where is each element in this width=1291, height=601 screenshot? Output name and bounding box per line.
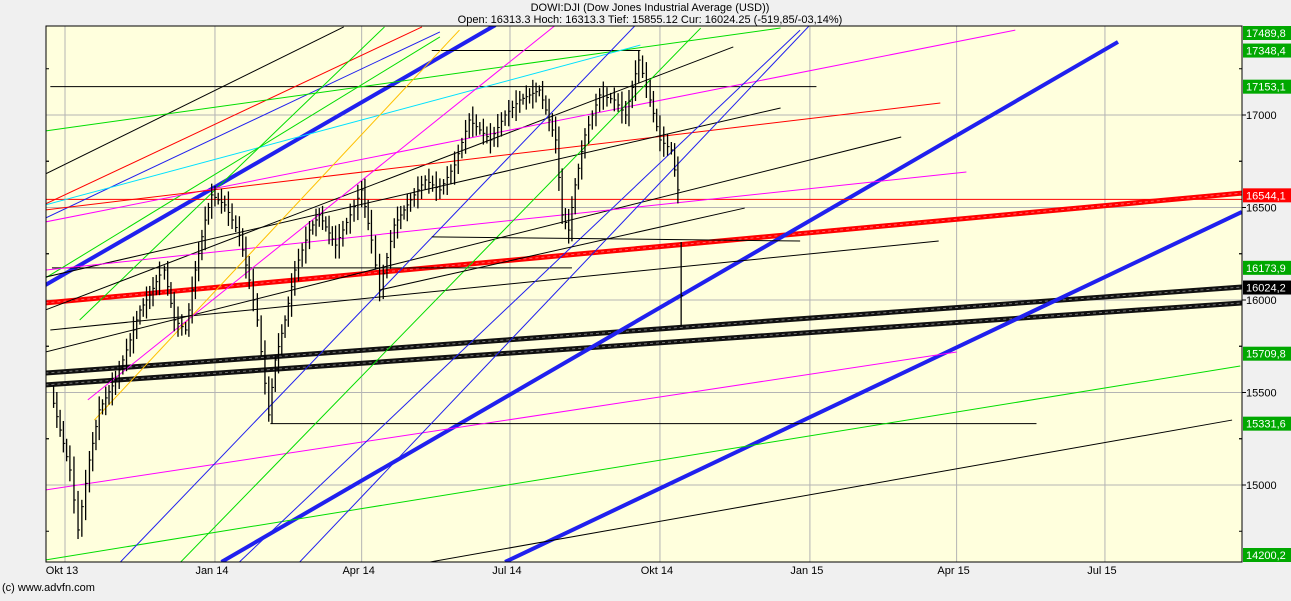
trend-line [379, 207, 745, 291]
copyright[interactable]: (c) www.advfn.com [2, 582, 95, 594]
trend-line-highlight [46, 192, 1242, 304]
price-badge-label: 14200,2 [1246, 550, 1286, 562]
trend-line [504, 210, 1242, 562]
price-badge [1243, 548, 1291, 562]
price-badge [1243, 280, 1291, 295]
plot-frame [45, 25, 1243, 563]
price-badge [1243, 346, 1291, 361]
y-tick-label: 17000 [1246, 110, 1277, 122]
trend-line [50, 240, 939, 331]
chart-title: DOWI:DJI (Dow Jones Industrial Average (… [530, 2, 770, 14]
x-tick-label: Jul 14 [492, 565, 521, 577]
price-badge [1243, 416, 1291, 431]
price-badge [1243, 26, 1291, 40]
trend-line [46, 36, 441, 279]
x-tick-label: Jan 15 [790, 565, 823, 577]
price-badge-label: 15331,6 [1246, 419, 1286, 431]
trend-line [87, 26, 556, 401]
price-badge-label: 16173,9 [1246, 263, 1286, 275]
trend-line [46, 29, 1016, 223]
trend-line [299, 26, 810, 562]
trend-line [46, 26, 344, 175]
price-badge-label: 17489,8 [1246, 28, 1286, 40]
trend-line [79, 26, 385, 321]
y-tick-label: 16000 [1246, 295, 1277, 307]
price-badge-label: 15709,8 [1246, 349, 1286, 361]
trend-line-highlight [46, 286, 1242, 374]
trend-line [180, 27, 702, 562]
plot-area [46, 26, 1242, 562]
trend-line [220, 40, 1119, 562]
trend-line [46, 102, 941, 211]
price-badge [1243, 260, 1291, 275]
trend-line [46, 26, 497, 287]
price-badge-label: 16544,1 [1246, 190, 1286, 202]
trend-line [239, 29, 801, 562]
y-tick-label: 15000 [1246, 480, 1277, 492]
y-tick-label: 16500 [1246, 203, 1277, 215]
trend-line [120, 26, 636, 562]
y-tick-label: 15500 [1246, 388, 1277, 400]
price-badge-label: 17348,4 [1246, 46, 1286, 58]
trend-line [46, 44, 641, 206]
x-tick-label: Okt 13 [46, 565, 78, 577]
x-tick-label: Apr 14 [342, 565, 374, 577]
quote-line: Open: 16313.3 Hoch: 16313.3 Tief: 15855.… [457, 14, 843, 26]
trend-line [46, 26, 423, 205]
trend-line [46, 365, 1241, 561]
trend-line [46, 107, 781, 278]
trend-line [430, 419, 1233, 562]
x-tick-label: Apr 15 [937, 565, 969, 577]
trend-line [46, 351, 957, 491]
trend-line [431, 236, 801, 242]
trend-line [93, 29, 460, 421]
price-badge-label: 17153,1 [1246, 82, 1286, 94]
price-badge [1243, 188, 1291, 203]
price-badge [1243, 79, 1291, 94]
price-badge [1243, 43, 1291, 58]
x-tick-label: Jan 14 [195, 565, 228, 577]
x-tick-label: Okt 14 [641, 565, 673, 577]
price-badge-label: 16024,2 [1246, 283, 1286, 295]
x-tick-label: Jul 15 [1087, 565, 1116, 577]
trend-line-highlight [46, 302, 1242, 386]
